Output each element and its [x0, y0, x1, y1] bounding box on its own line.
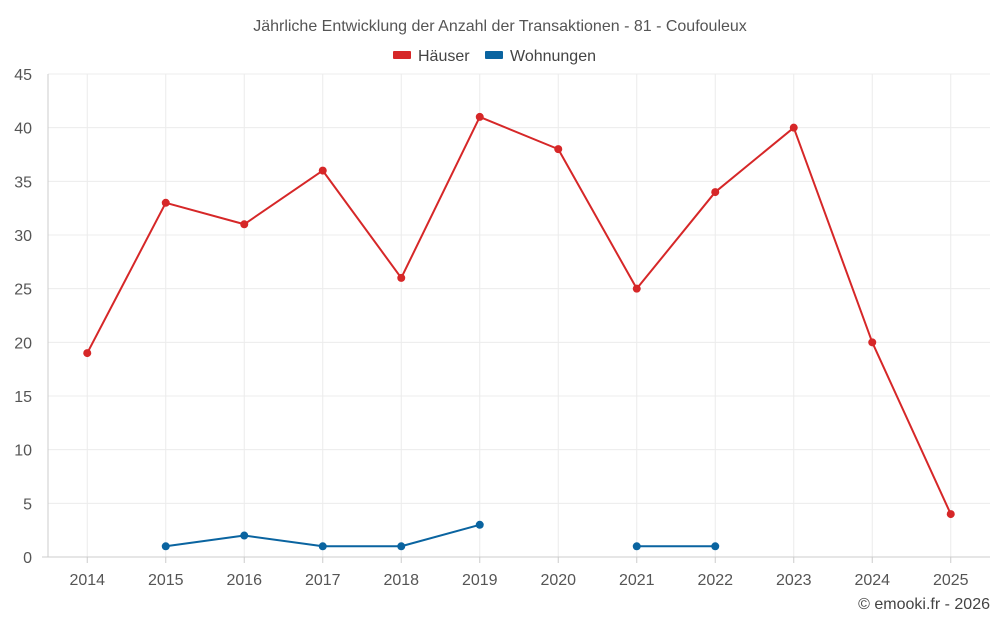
legend: Häuser Wohnungen: [393, 48, 596, 65]
grid: [48, 73, 990, 557]
legend-label-wohnungen[interactable]: Wohnungen: [510, 48, 596, 65]
x-tick-label: 2023: [776, 572, 812, 589]
data-point-haeuser-2020[interactable]: [554, 145, 563, 154]
data-point-wohnungen-2017[interactable]: [318, 542, 327, 551]
y-tick-label: 40: [14, 121, 32, 138]
copyright-credit: © emooki.fr - 2026: [858, 596, 990, 613]
data-point-wohnungen-2022[interactable]: [711, 542, 720, 551]
x-tick-label: 2025: [933, 572, 969, 589]
y-tick-label: 45: [14, 67, 32, 84]
x-tick-label: 2021: [619, 572, 655, 589]
y-tick-label: 30: [14, 228, 32, 245]
y-tick-label: 0: [23, 550, 32, 567]
chart-title: Jährliche Entwicklung der Anzahl der Tra…: [253, 18, 747, 35]
y-tick-label: 25: [14, 282, 32, 299]
data-point-wohnungen-2021[interactable]: [632, 542, 641, 551]
x-tick-label: 2024: [854, 572, 890, 589]
data-point-haeuser-2014[interactable]: [83, 349, 92, 358]
legend-label-haeuser[interactable]: Häuser: [418, 48, 470, 65]
data-point-haeuser-2023[interactable]: [789, 123, 798, 132]
data-point-haeuser-2025[interactable]: [946, 510, 955, 519]
data-point-wohnungen-2018[interactable]: [397, 542, 406, 551]
legend-swatch-haeuser: [393, 51, 411, 59]
data-point-haeuser-2022[interactable]: [711, 188, 720, 197]
legend-swatch-wohnungen: [485, 51, 503, 59]
x-tick-label: 2018: [383, 572, 419, 589]
x-tick-label: 2020: [540, 572, 576, 589]
data-point-haeuser-2019[interactable]: [475, 112, 484, 121]
series-line-haeuser: [86, 115, 952, 515]
series: [83, 112, 955, 551]
data-point-wohnungen-2016[interactable]: [240, 531, 249, 540]
x-tick-label: 2017: [305, 572, 341, 589]
data-point-wohnungen-2019[interactable]: [475, 520, 484, 529]
y-tick-label: 35: [14, 174, 32, 191]
y-tick-label: 20: [14, 335, 32, 352]
data-point-haeuser-2017[interactable]: [318, 166, 327, 175]
data-point-haeuser-2018[interactable]: [397, 273, 406, 282]
data-point-wohnungen-2015[interactable]: [161, 542, 170, 551]
data-point-haeuser-2015[interactable]: [161, 198, 170, 207]
y-tick-label: 5: [23, 496, 32, 513]
x-tick-label: 2019: [462, 572, 498, 589]
data-point-haeuser-2021[interactable]: [632, 284, 641, 293]
x-tick-label: 2016: [226, 572, 262, 589]
data-point-haeuser-2016[interactable]: [240, 220, 249, 229]
data-point-haeuser-2024[interactable]: [868, 338, 877, 347]
x-tick-label: 2015: [148, 572, 184, 589]
x-tick-label: 2014: [69, 572, 105, 589]
x-tick-label: 2022: [697, 572, 733, 589]
y-tick-label: 15: [14, 389, 32, 406]
y-tick-label: 10: [14, 443, 32, 460]
